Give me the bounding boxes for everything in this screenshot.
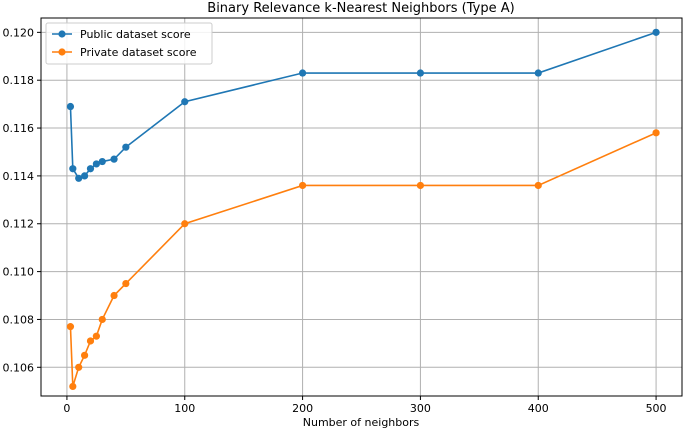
- legend-swatch-marker: [58, 30, 66, 38]
- data-point: [86, 337, 95, 345]
- grid-lines: [41, 18, 682, 396]
- y-tick-label: 0.116: [3, 122, 35, 135]
- x-tick-label: 200: [292, 402, 313, 415]
- data-point: [416, 69, 425, 77]
- legend-entry-label: Private dataset score: [80, 46, 197, 59]
- data-point: [98, 157, 106, 166]
- x-tick-label: 100: [174, 402, 195, 415]
- data-point: [110, 155, 118, 163]
- data-point: [80, 172, 89, 180]
- data-point: [298, 181, 307, 190]
- x-tick-label: 400: [528, 402, 549, 415]
- data-point: [86, 165, 95, 173]
- data-point: [75, 363, 83, 371]
- data-point: [66, 102, 75, 111]
- legend-box: [45, 22, 213, 65]
- data-point: [181, 220, 189, 228]
- x-tick-label: 300: [410, 402, 431, 415]
- y-tick-label: 0.110: [3, 266, 35, 279]
- legend-swatch-marker: [58, 48, 66, 56]
- data-point: [652, 129, 660, 137]
- legend-entry-label: Public dataset score: [80, 28, 191, 41]
- y-axis: 0.106 0.108 0.110 0.112 0.114 0.116 0.118 0.120: [3, 26, 41, 374]
- data-point: [98, 315, 106, 324]
- y-tick-label: 0.120: [3, 26, 35, 39]
- data-point: [69, 165, 77, 173]
- y-tick-label: 0.112: [3, 218, 35, 231]
- data-point: [69, 382, 77, 391]
- y-tick-label: 0.118: [3, 74, 35, 87]
- data-point: [652, 28, 660, 36]
- data-point: [122, 279, 130, 288]
- series-private: [66, 129, 660, 391]
- chart-title: Binary Relevance k-Nearest Neighbors (Ty…: [207, 1, 514, 16]
- y-tick-label: 0.106: [3, 361, 35, 374]
- data-point: [66, 323, 75, 331]
- data-point: [416, 181, 425, 190]
- y-tick-label: 0.108: [3, 313, 35, 326]
- data-point: [80, 351, 89, 359]
- data-point: [92, 332, 100, 340]
- data-point: [298, 69, 307, 77]
- x-axis-label: Number of neighbors: [303, 416, 420, 429]
- series-line: [69, 132, 657, 387]
- y-tick-label: 0.114: [3, 170, 35, 183]
- legend: Public dataset score Private dataset scor…: [45, 22, 213, 65]
- x-tick-label: 0: [63, 402, 70, 415]
- series-public: [66, 28, 660, 182]
- data-point: [534, 69, 542, 77]
- data-point: [92, 160, 100, 168]
- x-axis: 0 100 200 300 400 500: [63, 396, 667, 415]
- data-point: [534, 181, 542, 190]
- data-point: [181, 98, 189, 106]
- plot-frame: [40, 17, 683, 397]
- x-tick-label: 500: [646, 402, 667, 415]
- data-point: [110, 291, 118, 300]
- data-point: [75, 174, 83, 182]
- data-point: [122, 143, 130, 151]
- series-layer: [66, 28, 660, 391]
